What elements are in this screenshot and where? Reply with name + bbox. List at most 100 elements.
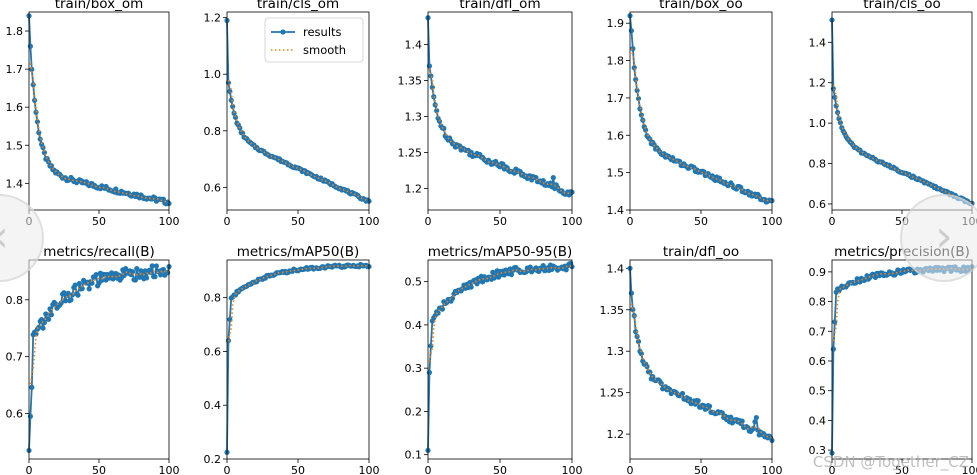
y-tick-label: 0.7: [6, 351, 24, 364]
results-point: [631, 65, 637, 71]
axes-frame: [629, 259, 773, 460]
results-point: [563, 267, 569, 273]
results-point: [132, 277, 138, 283]
x-tick-label: 50: [694, 464, 708, 475]
results-point: [48, 163, 55, 169]
results-point: [635, 95, 642, 102]
subplot-title: train/cls_oo: [863, 0, 940, 12]
x-tick-label: 50: [895, 464, 909, 475]
results-point: [647, 369, 653, 375]
results-point: [152, 274, 158, 280]
y-tick-label: 1.2: [607, 428, 625, 441]
results-line: [226, 263, 370, 453]
results-point: [153, 263, 159, 269]
y-tick-label: 1.0: [204, 68, 222, 81]
x-tick-label: 0: [627, 215, 634, 228]
results-point: [68, 297, 74, 303]
y-tick-label: 1.5: [6, 139, 24, 152]
x-tick-label: 0: [26, 464, 33, 475]
results-point: [550, 175, 556, 181]
y-tick-label: 0.6: [809, 355, 827, 368]
chevron-right-icon: ›: [935, 211, 953, 262]
y-tick-label: 0.8: [6, 294, 24, 307]
smooth-line: [227, 80, 370, 202]
subplot-8: metrics/mAP50-95(B) 0 50 100 0.1 0.2 0.3 0.4 0.5: [405, 244, 583, 475]
y-tick-label: 0.6: [204, 181, 222, 194]
smooth-line: [227, 264, 370, 342]
axes-frame: [226, 259, 370, 460]
results-point: [752, 419, 758, 425]
subplot-title: metrics/mAP50(B): [237, 244, 360, 260]
results-point: [435, 310, 441, 316]
x-tick-label: 100: [962, 464, 977, 475]
y-tick-label: 1.6: [6, 101, 24, 114]
results-point: [86, 286, 92, 292]
results-point: [638, 112, 644, 118]
subplot-title: metrics/recall(B): [43, 244, 155, 260]
results-point: [109, 270, 115, 276]
subplot-title: train/dfl_oo: [663, 244, 739, 260]
results-point: [30, 82, 36, 88]
x-tick-label: 50: [92, 215, 106, 228]
results-point: [695, 398, 701, 404]
results-point: [753, 414, 759, 421]
y-tick-label: 1.0: [809, 117, 827, 130]
results-point: [231, 110, 237, 116]
y-tick-label: 1.3: [405, 110, 423, 123]
legend-box: [264, 17, 364, 63]
y-tick-label: 0.1: [405, 449, 423, 462]
subplot-title: train/cls_om: [257, 0, 339, 12]
results-point: [480, 279, 486, 285]
results-point: [508, 271, 515, 278]
subplot-2: train/cls_om 0 50 100 0.6 0.8 1.0 1.2 results smo…: [204, 0, 380, 228]
subplot-6: metrics/recall(B) 0 50 100 0.6 0.7 0.8: [6, 244, 180, 475]
y-tick-label: 1.9: [607, 17, 625, 30]
results-point: [144, 275, 150, 281]
results-point: [533, 174, 539, 181]
axes-frame: [427, 11, 573, 211]
x-tick-label: 50: [694, 215, 708, 228]
results-line: [427, 261, 573, 451]
y-tick-label: 1.4: [809, 36, 827, 49]
subplot-9: train/dfl_oo 0 50 100 1.2 1.25 1.3 1.35 1.4: [600, 244, 783, 475]
results-point: [540, 263, 546, 269]
results-point: [633, 329, 639, 335]
x-tick-label: 100: [159, 215, 180, 228]
subplot-title: train/box_oo: [659, 0, 743, 12]
y-tick-label: 0.4: [809, 414, 827, 427]
results-point: [43, 311, 49, 317]
results-point: [228, 97, 234, 103]
results-point: [40, 325, 46, 331]
results-point: [436, 118, 443, 124]
results-point: [428, 73, 434, 79]
results-point: [65, 290, 71, 296]
y-tick-label: 0.2: [204, 453, 222, 466]
axes-frame: [629, 11, 773, 211]
results-point: [79, 286, 85, 292]
results-point: [679, 390, 686, 397]
results-point: [165, 270, 171, 276]
results-point: [835, 109, 841, 116]
results-point: [449, 295, 456, 302]
subplot-title: metrics/mAP50-95(B): [428, 244, 573, 260]
x-tick-label: 100: [762, 215, 783, 228]
y-tick-label: 0.8: [809, 296, 827, 309]
x-tick-label: 50: [291, 215, 305, 228]
watermark: CSDN @Together_CZ: [812, 453, 969, 471]
x-tick-label: 50: [493, 215, 507, 228]
next-image-button[interactable]: ›: [900, 194, 977, 282]
results-point: [634, 87, 640, 94]
results-point: [468, 284, 474, 290]
y-tick-label: 0.7: [809, 325, 827, 338]
results-point: [635, 338, 642, 345]
legend-results-label: results: [303, 25, 342, 39]
x-tick-label: 50: [493, 464, 507, 475]
x-tick-label: 100: [359, 464, 380, 475]
results-point: [833, 103, 839, 109]
results-line: [28, 265, 170, 451]
x-tick-label: 100: [562, 464, 583, 475]
y-tick-label: 1.7: [6, 63, 24, 76]
x-tick-label: 100: [159, 464, 180, 475]
y-tick-label: 1.3: [607, 345, 625, 358]
y-tick-label: 1.4: [6, 177, 24, 190]
